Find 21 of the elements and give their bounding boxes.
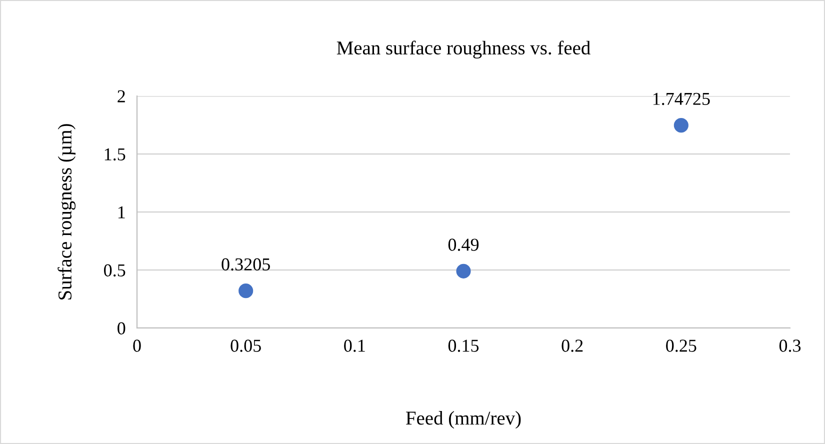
data-label: 1.74725 [653,92,710,106]
point [456,264,471,278]
x-tick-label: 0.15 [448,340,479,352]
x-tick-label: 0 [133,340,141,352]
point [674,118,688,133]
data-label: 0.3205 [222,258,270,271]
x-tick-label: 0.2 [562,340,583,352]
chart-title: Mean surface roughness vs. feed [336,40,590,59]
x-tick-label: 0.3 [779,340,801,352]
y-tick-label: 0.5 [104,264,126,277]
y-tick-label: 0 [118,322,126,334]
x-tick-label: 0.1 [344,340,365,352]
x-axis-title: Feed (mm/rev) [406,411,521,429]
y-axis-title: Surface rougness (µm) [58,124,76,300]
y-tick-label: 1 [118,206,125,218]
x-tick-label: 0.25 [666,340,696,352]
x-tick-label: 0.05 [230,340,261,352]
point [238,284,254,298]
data-label: 0.49 [448,238,479,251]
y-tick-label: 2 [118,90,125,102]
y-tick-label: 1.5 [104,148,126,161]
